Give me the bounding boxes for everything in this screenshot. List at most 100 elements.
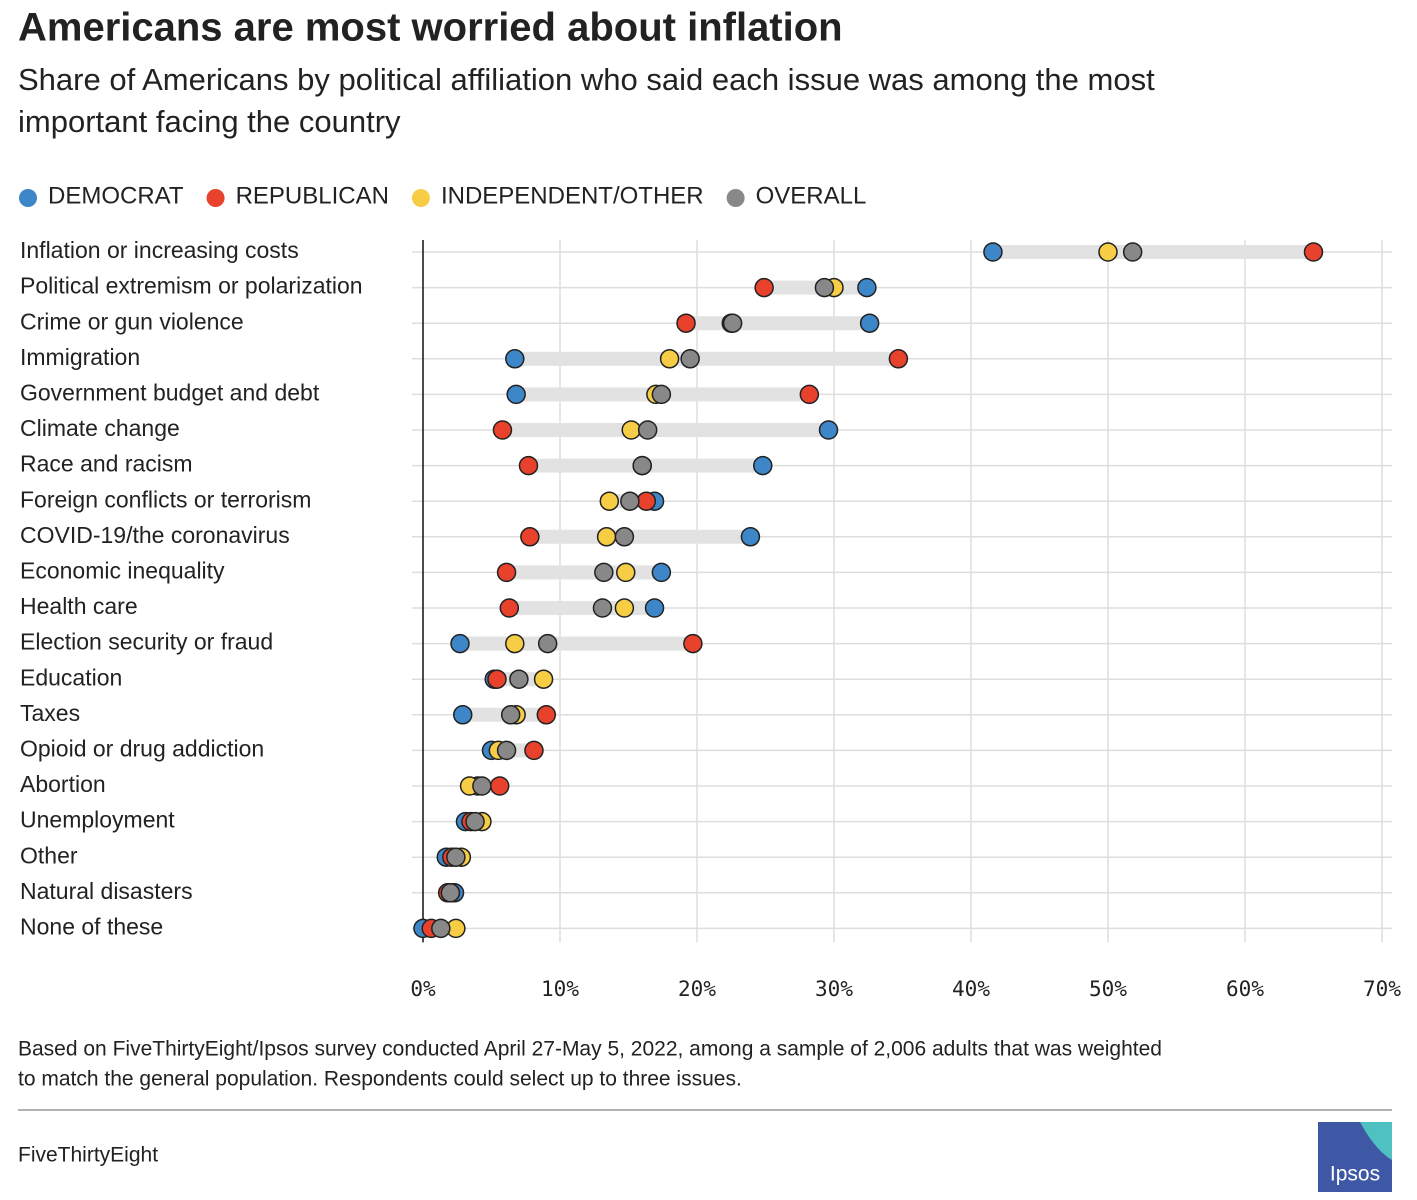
dot [621, 420, 641, 440]
dot [722, 313, 743, 333]
dot [533, 669, 554, 689]
y-tick-label: Government budget and debt [20, 379, 320, 405]
x-tick-label: 10% [541, 977, 579, 1001]
y-tick-label: None of these [20, 913, 163, 939]
x-tick-label: 40% [952, 977, 990, 1001]
y-tick-label: Health care [20, 593, 138, 619]
footnote: Based on FiveThirtyEight/Ipsos survey co… [18, 1038, 1162, 1061]
legend-marker [411, 189, 430, 207]
source: FiveThirtyEight [18, 1144, 158, 1167]
dot [489, 776, 510, 796]
dot [637, 420, 658, 440]
legend-marker [206, 189, 225, 207]
x-tick-label: 60% [1226, 977, 1264, 1001]
dot [499, 598, 520, 618]
y-tick-label: Opioid or drug addiction [20, 735, 264, 761]
dot [496, 562, 517, 583]
y-tick-label: Inflation or increasing costs [20, 237, 299, 263]
y-tick-label: Election security or fraud [20, 629, 273, 655]
dot [680, 349, 700, 369]
legend-marker [726, 189, 745, 207]
dot [614, 527, 635, 547]
dot [676, 313, 696, 333]
logo-accent [1360, 1122, 1392, 1160]
dot [596, 527, 617, 547]
chart-title: Americans are most worried about inflati… [18, 6, 843, 50]
x-tick-label: 0% [410, 977, 436, 1001]
dot [505, 349, 525, 369]
dot [620, 491, 640, 511]
dot [487, 669, 507, 689]
dot [496, 740, 517, 761]
dot [524, 740, 544, 761]
y-tick-label: Natural disasters [20, 878, 193, 904]
y-tick-label: Education [20, 664, 122, 690]
dot [440, 883, 461, 903]
range-bar [506, 565, 662, 580]
legend-label: INDEPENDENT/OTHER [441, 182, 704, 209]
dot [592, 598, 613, 618]
dot [594, 562, 614, 583]
range-bar [502, 423, 829, 437]
dot [536, 705, 557, 725]
x-tick-label: 70% [1363, 977, 1401, 1001]
chart-subtitle: Share of Americans by political affiliat… [18, 62, 1155, 97]
dot [659, 349, 680, 369]
dot [753, 455, 773, 476]
legend-marker [19, 189, 37, 207]
dot [888, 349, 909, 369]
y-tick-label: Crime or gun violence [20, 308, 244, 334]
dot [799, 384, 820, 405]
y-tick-label: Abortion [20, 771, 106, 797]
range-bar [529, 529, 751, 544]
x-tick-label: 50% [1089, 977, 1127, 1001]
dot [754, 277, 774, 298]
logo-text: Ipsos [1330, 1163, 1380, 1186]
dot [636, 491, 657, 511]
dot [450, 633, 470, 654]
range-bar [514, 351, 899, 366]
dot [1303, 242, 1324, 262]
y-tick-label: COVID-19/the coronavirus [20, 522, 290, 548]
footnote: to match the general population. Respond… [18, 1068, 742, 1091]
dot [509, 669, 529, 689]
y-tick-label: Taxes [20, 700, 80, 726]
range-bar [686, 316, 870, 331]
range-bar [992, 245, 1314, 259]
dot [492, 420, 513, 440]
dot [1122, 242, 1143, 262]
dot [632, 455, 652, 476]
dot [465, 811, 485, 832]
x-tick-label: 20% [678, 977, 716, 1001]
y-tick-label: Foreign conflicts or terrorism [20, 486, 311, 512]
dot [859, 313, 880, 333]
y-tick-label: Other [20, 842, 78, 868]
dot [683, 633, 703, 654]
chart-subtitle: important facing the country [18, 104, 401, 139]
dot [520, 527, 540, 547]
dot [506, 384, 526, 405]
dot [644, 598, 665, 618]
dot [616, 562, 636, 583]
dot [518, 455, 539, 476]
range-bar [459, 636, 693, 651]
dot [818, 420, 839, 440]
y-tick-label: Climate change [20, 415, 180, 441]
legend-label: REPUBLICAN [236, 182, 389, 209]
y-tick-label: Immigration [20, 344, 140, 370]
dot [537, 633, 558, 654]
dot [651, 384, 672, 405]
dot [452, 705, 473, 725]
dot [614, 598, 635, 618]
x-tick-label: 30% [815, 977, 853, 1001]
y-tick-label: Unemployment [20, 807, 175, 833]
y-tick-label: Political extremism or polarization [20, 273, 363, 299]
y-tick-label: Economic inequality [20, 557, 225, 583]
dot [740, 527, 761, 547]
dot [500, 705, 521, 725]
dot [472, 776, 492, 796]
dot [1098, 242, 1118, 262]
dot [857, 277, 877, 298]
legend-label: OVERALL [756, 182, 867, 209]
